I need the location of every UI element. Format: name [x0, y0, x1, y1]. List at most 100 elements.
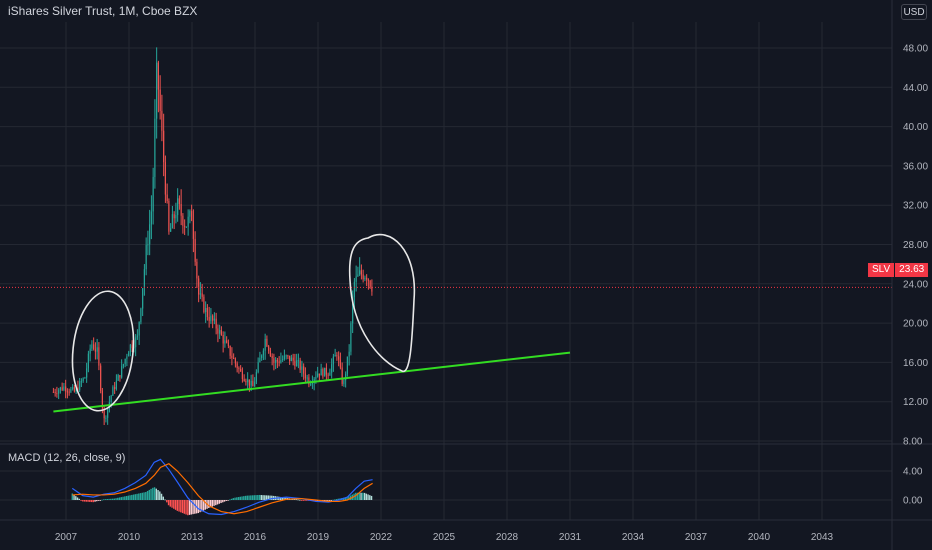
macd-histogram-bar	[80, 500, 82, 501]
price-axis-label: 20.00	[903, 319, 928, 330]
macd-pane	[71, 458, 373, 516]
candle-body	[189, 211, 191, 217]
candle-body	[126, 356, 128, 360]
macd-histogram-bar	[176, 500, 178, 511]
candle-body	[219, 330, 221, 334]
time-axis-label: 2031	[559, 532, 582, 543]
macd-histogram-bar	[358, 492, 360, 500]
candle-body	[105, 417, 107, 419]
macd-histogram-bar	[148, 489, 150, 500]
candle-body	[150, 211, 152, 225]
price-axis-label: 36.00	[903, 161, 928, 172]
time-axis-label: 2019	[307, 532, 330, 543]
candle-body	[245, 380, 247, 383]
macd-indicator-label[interactable]: MACD (12, 26, close, 9)	[8, 452, 126, 464]
macd-histogram-bar	[208, 500, 210, 508]
macd-histogram-bar	[370, 495, 373, 500]
candle-body	[290, 357, 292, 362]
candle-body	[156, 62, 158, 119]
candle-body	[177, 198, 179, 216]
candle-body	[247, 379, 249, 383]
time-axis-label: 2016	[244, 532, 267, 543]
macd-histogram-bar	[111, 498, 114, 500]
macd-histogram-bar	[187, 500, 189, 516]
candle-body	[114, 387, 116, 389]
candle-body	[294, 360, 296, 367]
macd-histogram-bar	[222, 500, 224, 503]
macd-histogram-bar	[369, 495, 371, 500]
macd-histogram-bar	[118, 497, 121, 500]
candle-body	[91, 344, 93, 349]
macd-histogram-bar	[104, 499, 107, 500]
macd-histogram-bar	[327, 500, 329, 501]
macd-histogram-bar	[108, 498, 110, 500]
candle-body	[164, 162, 166, 195]
macd-histogram-bar	[262, 495, 264, 500]
macd-histogram-bar	[82, 500, 84, 502]
candle-body	[320, 368, 322, 376]
macd-histogram-bar	[71, 493, 73, 500]
candle-body	[159, 89, 161, 111]
candle-body	[275, 360, 277, 363]
candle-body	[80, 381, 82, 383]
macd-histogram-bar	[127, 495, 129, 500]
macd-histogram-bar	[337, 498, 339, 500]
macd-histogram-bar	[325, 500, 327, 501]
macd-histogram-bar	[110, 498, 112, 500]
currency-button[interactable]: USD	[901, 4, 927, 20]
macd-histogram-bar	[302, 500, 304, 501]
macd-histogram-bar	[103, 499, 105, 501]
macd-histogram-bar	[332, 499, 334, 501]
macd-histogram-bar	[330, 500, 332, 501]
candle-body	[224, 340, 226, 344]
candle-body	[371, 286, 373, 292]
candle-body	[70, 388, 72, 392]
candle-body	[318, 373, 320, 376]
macd-histogram-bar	[230, 498, 233, 500]
candle-body	[149, 224, 151, 245]
candle-body	[119, 375, 121, 378]
macd-histogram-bar	[279, 496, 282, 500]
candle-body	[110, 395, 112, 403]
time-axis-label: 2037	[685, 532, 708, 543]
candle-body	[192, 220, 194, 239]
candle-body	[236, 363, 238, 369]
macd-histogram-bar	[134, 494, 136, 500]
candle-body	[82, 378, 84, 382]
symbol-title[interactable]: iShares Silver Trust, 1M, Cboe BZX	[8, 4, 198, 18]
candle-body	[171, 214, 173, 229]
macd-histogram-bar	[209, 500, 212, 508]
macd-histogram-bar	[169, 500, 171, 507]
candle-body	[262, 350, 264, 356]
macd-histogram-bar	[344, 497, 346, 500]
macd-histogram-bar	[197, 500, 199, 514]
candle-body	[227, 342, 229, 346]
macd-histogram-bar	[362, 492, 364, 500]
candle-body	[367, 279, 369, 281]
candle-body	[208, 317, 210, 321]
macd-histogram-bar	[223, 500, 226, 502]
macd-histogram-bar	[150, 488, 152, 500]
macd-histogram-bar	[348, 496, 350, 500]
candle-body	[203, 296, 205, 313]
candle-body	[311, 382, 313, 385]
candle-body	[315, 376, 317, 379]
candle-body	[206, 308, 208, 318]
candle-body	[250, 380, 252, 386]
macd-histogram-bar	[218, 500, 220, 504]
macd-histogram-bar	[73, 494, 75, 500]
macd-histogram-bar	[101, 499, 103, 501]
candles	[52, 47, 373, 426]
candle-body	[168, 201, 170, 232]
macd-histogram-bar	[225, 500, 227, 501]
candle-body	[138, 322, 140, 336]
macd-histogram-bar	[299, 499, 301, 501]
macd-histogram-bar	[248, 495, 250, 500]
macd-histogram-bar	[173, 500, 175, 509]
candle-body	[128, 352, 130, 357]
macd-histogram-bar	[139, 493, 142, 500]
macd-histogram-bar	[188, 500, 191, 515]
macd-histogram-bar	[267, 495, 269, 500]
macd-histogram-bar	[117, 497, 119, 500]
